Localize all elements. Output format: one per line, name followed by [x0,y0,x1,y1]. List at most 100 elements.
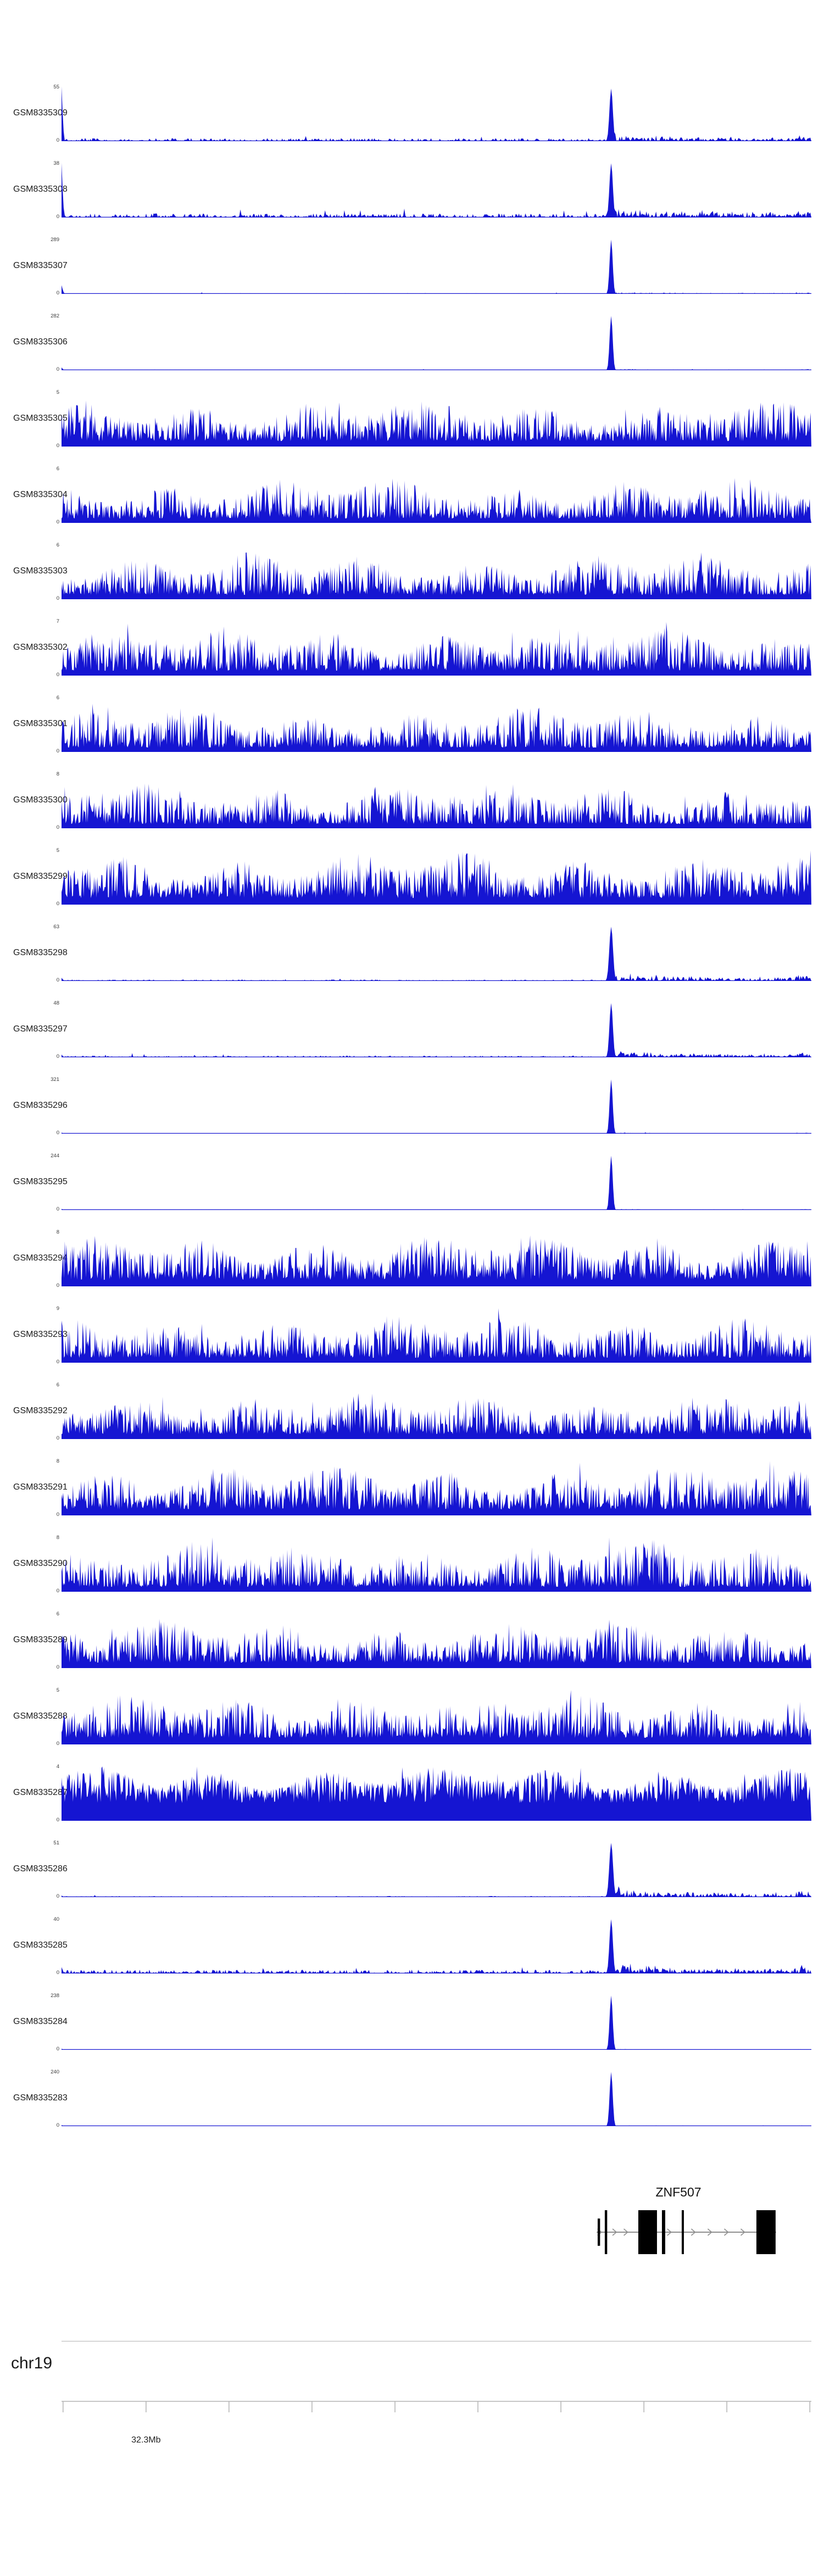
track-row: GSM8335290 8 0 [0,1535,824,1594]
signal-area [62,163,811,218]
signal-area [62,552,811,599]
signal-plot [62,850,811,905]
signal-baseline [62,1133,811,1134]
track-ymin-value: 0 [56,901,59,907]
track-ymin-value: 0 [56,1206,59,1212]
track-ymax-value: 282 [51,313,59,319]
track-ymax-value: 5 [56,847,59,854]
track-label: GSM8335290 [13,1559,68,1568]
signal-area [62,783,811,828]
signal-area [62,1461,811,1515]
track-ymin-value: 0 [56,1435,59,1441]
track-label: GSM8335308 [13,185,68,194]
strand-arrow-icon [667,2228,672,2236]
track-ymin-value: 0 [56,214,59,220]
signal-area [62,1995,811,2050]
signal-plot [62,1995,811,2050]
signal-area [62,1235,811,1286]
chromosome-label: chr19 [11,2354,53,2372]
signal-plot [62,316,811,370]
track-ymin-value: 0 [56,1970,59,1976]
track-ymin-value: 0 [56,824,59,830]
track-label: GSM8335298 [13,948,68,957]
track-label: GSM8335303 [13,566,68,576]
track-ymax-value: 63 [53,924,59,930]
signal-area [62,400,811,447]
track-ymax-value: 51 [53,1840,59,1846]
signal-area [62,1393,811,1439]
track-ymin-value: 0 [56,1817,59,1823]
track-row: GSM8335306 282 0 [0,313,824,372]
track-row: GSM8335288 5 0 [0,1687,824,1747]
track-label: GSM8335283 [13,2093,68,2103]
track-ymin-value: 0 [56,1588,59,1594]
signal-area [62,1537,811,1592]
track-ymin-value: 0 [56,137,59,143]
signal-area [62,1690,811,1744]
track-label: GSM8335295 [13,1177,68,1186]
track-label: GSM8335289 [13,1635,68,1644]
track-ymin-value: 0 [56,1664,59,1670]
axis-position-label: 32.3Mb [131,2435,161,2445]
track-ymax-value: 5 [56,389,59,395]
signal-plot [62,1156,811,1210]
gene-exon [756,2210,776,2254]
signal-plot [62,2072,811,2126]
signal-area [62,1843,811,1897]
track-ymax-value: 9 [56,1306,59,1312]
track-row: GSM8335293 9 0 [0,1306,824,1365]
track-row: GSM8335307 289 0 [0,237,824,296]
signal-area [62,316,811,370]
signal-plot [62,1393,811,1439]
track-ymin-value: 0 [56,1359,59,1365]
signal-plot [62,1235,811,1286]
track-row: GSM8335286 51 0 [0,1840,824,1899]
gene-exon [661,2210,665,2254]
strand-arrow-icon [691,2228,696,2236]
track-ymax-value: 321 [51,1077,59,1083]
track-ymax-value: 8 [56,1458,59,1464]
track-ymax-value: 6 [56,695,59,701]
strand-arrow-icon [723,2228,729,2236]
signal-area [62,1919,811,1973]
track-ymin-value: 0 [56,1283,59,1289]
signal-plot [62,552,811,599]
track-row: GSM8335301 6 0 [0,695,824,754]
gene-exon [597,2218,600,2246]
track-label: GSM8335300 [13,795,68,805]
signal-area [62,239,811,294]
track-ymax-value: 238 [51,1993,59,1999]
track-row: GSM8335296 321 0 [0,1077,824,1136]
track-ymax-value: 6 [56,1382,59,1388]
signal-area [62,1156,811,1210]
signal-plot [62,400,811,447]
strand-arrow-icon [612,2228,617,2236]
track-row: GSM8335287 4 0 [0,1764,824,1823]
track-label: GSM8335284 [13,2017,68,2026]
track-ymin-value: 0 [56,1512,59,1518]
track-ymax-value: 55 [53,84,59,90]
track-label: GSM8335285 [13,1941,68,1950]
track-label: GSM8335309 [13,108,68,118]
signal-plot [62,1461,811,1515]
track-label: GSM8335299 [13,872,68,881]
signal-area [62,478,811,523]
signal-plot [62,1919,811,1973]
track-ymax-value: 244 [51,1153,59,1159]
track-ymin-value: 0 [56,1741,59,1747]
signal-area [62,1308,811,1363]
track-row: GSM8335292 6 0 [0,1382,824,1441]
track-row: GSM8335300 8 0 [0,771,824,830]
signal-plot [62,622,811,676]
signal-plot [62,87,811,141]
signal-plot [62,1766,811,1821]
track-row: GSM8335303 6 0 [0,542,824,601]
track-ymin-value: 0 [56,595,59,601]
signal-area [62,850,811,905]
strand-arrow-icon [740,2228,745,2236]
track-label: GSM8335288 [13,1711,68,1721]
track-ymin-value: 0 [56,366,59,372]
track-ymin-value: 0 [56,748,59,754]
track-ymin-value: 0 [56,290,59,296]
